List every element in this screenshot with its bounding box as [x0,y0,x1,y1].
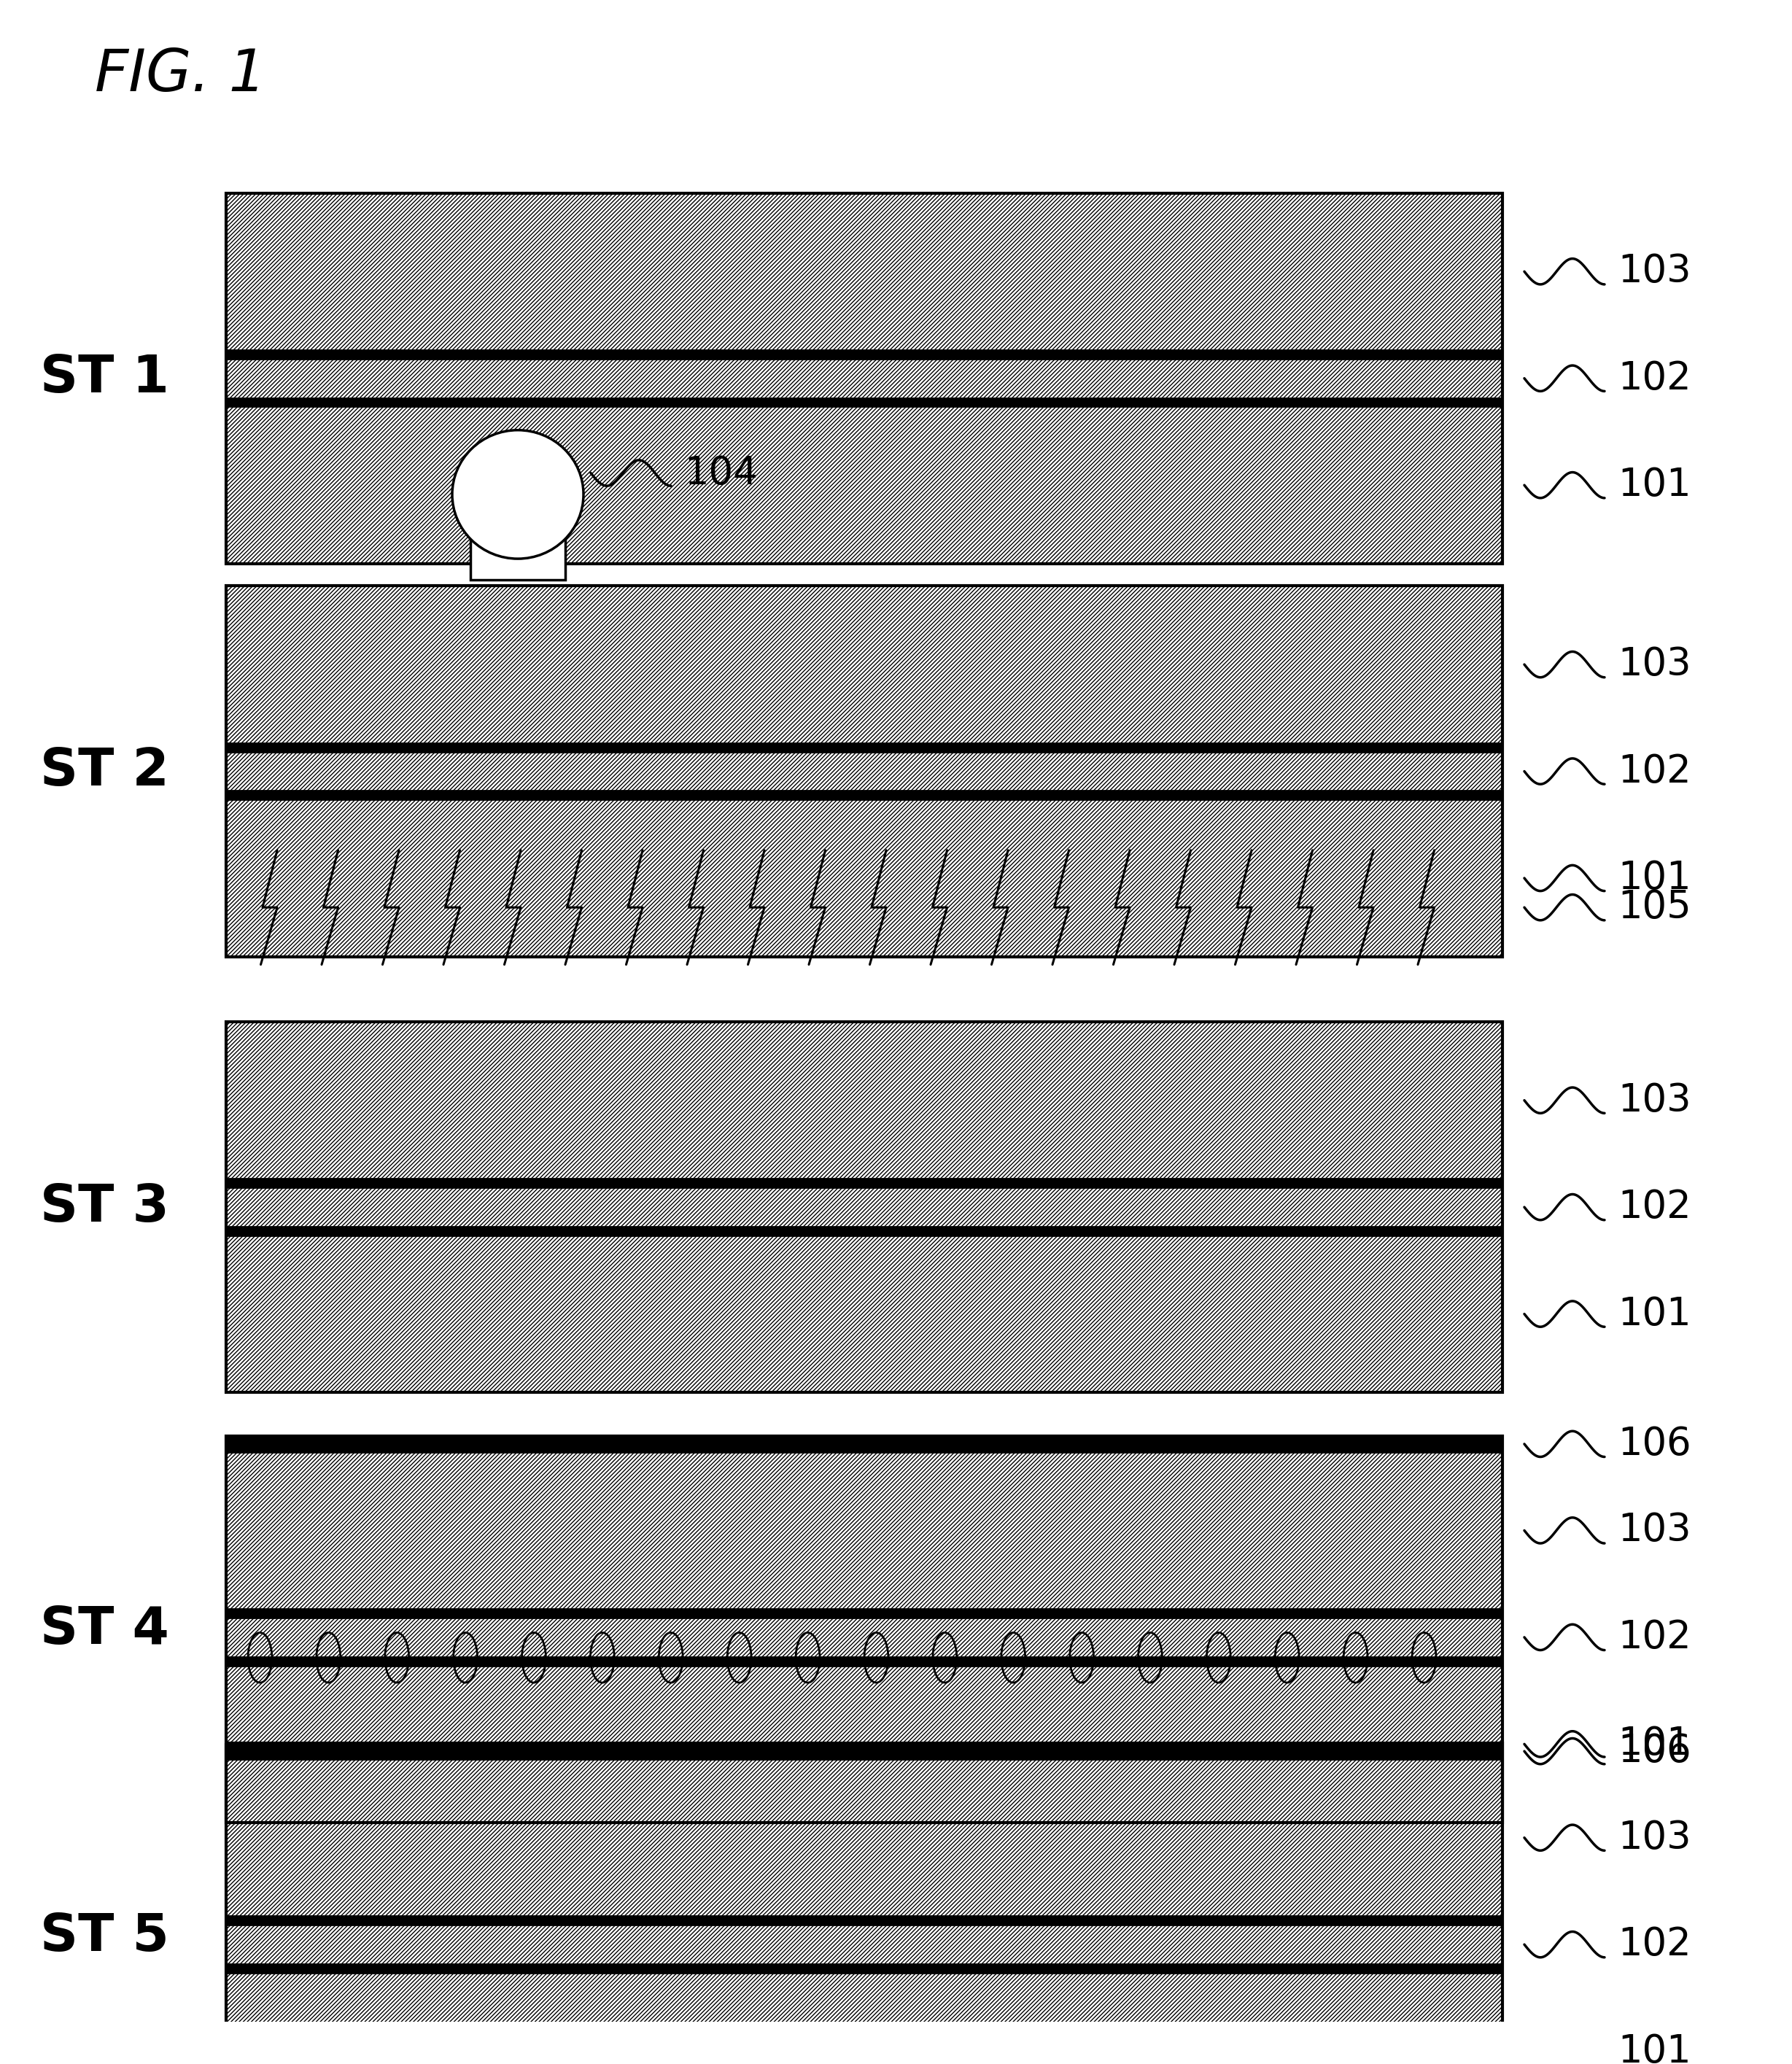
Text: ST 3: ST 3 [39,1183,168,1232]
Text: 103: 103 [1618,646,1692,683]
Bar [226,1610,1502,1618]
Text: 102: 102 [1618,1618,1692,1655]
Bar [226,791,1502,799]
Text: 101: 101 [1618,1294,1692,1333]
Bar [226,1437,1502,1823]
Bar [226,1022,1502,1393]
Text: 103: 103 [1618,1818,1692,1858]
Text: 101: 101 [1618,2033,1692,2064]
Bar [226,398,1502,407]
Bar [226,1657,1502,1666]
Text: 101: 101 [1618,1726,1692,1763]
Bar [226,1744,1502,2064]
Bar [226,1179,1502,1187]
Text: 103: 103 [1618,1511,1692,1550]
Bar [226,359,1502,398]
Text: 104: 104 [685,454,758,491]
Bar [226,192,1502,351]
Text: ST 1: ST 1 [39,353,168,402]
Text: ST 4: ST 4 [39,1604,168,1655]
Bar [226,1973,1502,2064]
Text: FIG. 1: FIG. 1 [95,47,267,103]
Text: 106: 106 [1618,1732,1692,1771]
Text: ST 5: ST 5 [39,1911,168,1961]
Bar [226,1236,1502,1393]
Text: ST 2: ST 2 [39,745,168,797]
Text: 102: 102 [1618,1189,1692,1226]
Bar [226,1187,1502,1226]
Bar [226,1915,1502,1926]
Text: 101: 101 [1618,859,1692,898]
Text: 101: 101 [1618,466,1692,504]
Bar [471,495,564,580]
Bar [226,1666,1502,1823]
Bar [226,586,1502,743]
Bar [226,586,1502,958]
Bar [226,799,1502,958]
Bar [226,1022,1502,1179]
Bar [226,751,1502,791]
Bar [226,1926,1502,1965]
Text: 106: 106 [1618,1424,1692,1463]
Bar [226,1965,1502,1973]
Text: 103: 103 [1618,1082,1692,1119]
Bar [226,1744,1502,1759]
Bar [226,743,1502,751]
Text: 105: 105 [1618,888,1692,927]
Text: 103: 103 [1618,252,1692,291]
Text: 102: 102 [1618,753,1692,791]
Bar [226,1759,1502,1915]
Text: 102: 102 [1618,359,1692,396]
Bar [226,192,1502,563]
Circle shape [452,429,584,559]
Bar [226,1618,1502,1657]
Bar [226,1437,1502,1451]
Bar [226,351,1502,359]
Bar [226,1451,1502,1610]
Text: 102: 102 [1618,1926,1692,1963]
Bar [226,407,1502,563]
Bar [226,1226,1502,1236]
